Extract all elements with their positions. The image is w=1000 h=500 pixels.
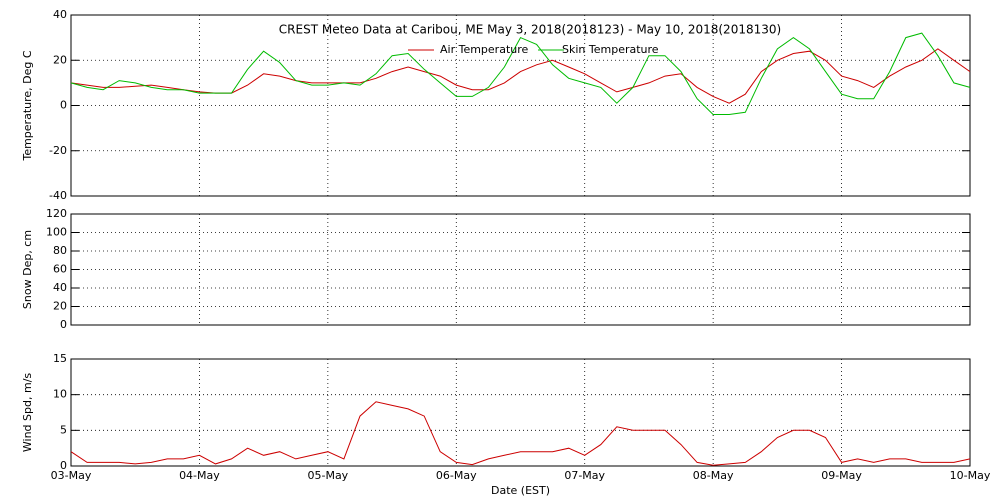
y-tick-label: 5: [60, 423, 67, 436]
x-tick-label: 10-May: [950, 469, 991, 482]
y-tick-label: 0: [60, 318, 67, 331]
y-axis-label: Wind Spd, m/s: [21, 373, 34, 453]
data-line: [70, 48, 971, 104]
y-tick-label: 120: [46, 207, 67, 220]
y-tick-label: -40: [49, 189, 67, 202]
x-axis-label: Date (EST): [491, 484, 550, 497]
x-tick-label: 07-May: [564, 469, 605, 482]
plot-frame: [70, 358, 971, 467]
legend-label: Air Temperature: [440, 43, 529, 56]
x-tick-label: 03-May: [51, 469, 92, 482]
y-tick-label: 0: [60, 99, 67, 112]
y-tick-label: 100: [46, 226, 67, 239]
y-tick-label: 60: [53, 263, 67, 276]
y-tick-label: 80: [53, 244, 67, 257]
y-tick-label: 20: [53, 300, 67, 313]
x-tick-label: 06-May: [436, 469, 477, 482]
y-tick-label: -20: [49, 144, 67, 157]
y-tick-label: 40: [53, 281, 67, 294]
y-tick-label: 0: [60, 459, 67, 472]
data-line: [70, 32, 971, 115]
legend-label: Skin Temperature: [562, 43, 659, 56]
y-tick-label: 20: [53, 53, 67, 66]
y-tick-label: 10: [53, 388, 67, 401]
y-tick-label: 40: [53, 8, 67, 21]
x-tick-label: 08-May: [693, 469, 734, 482]
x-tick-label: 04-May: [179, 469, 220, 482]
data-line: [70, 401, 971, 466]
y-axis-label: Temperature, Deg C: [21, 50, 34, 161]
y-axis-label: Snow Dep, cm: [21, 230, 34, 309]
chart-title: CREST Meteo Data at Caribou, ME May 3, 2…: [279, 23, 781, 37]
plot-frame: [70, 213, 971, 326]
y-tick-label: 15: [53, 352, 67, 365]
plot-frame: [70, 14, 971, 197]
x-tick-label: 05-May: [307, 469, 348, 482]
x-tick-label: 09-May: [821, 469, 862, 482]
